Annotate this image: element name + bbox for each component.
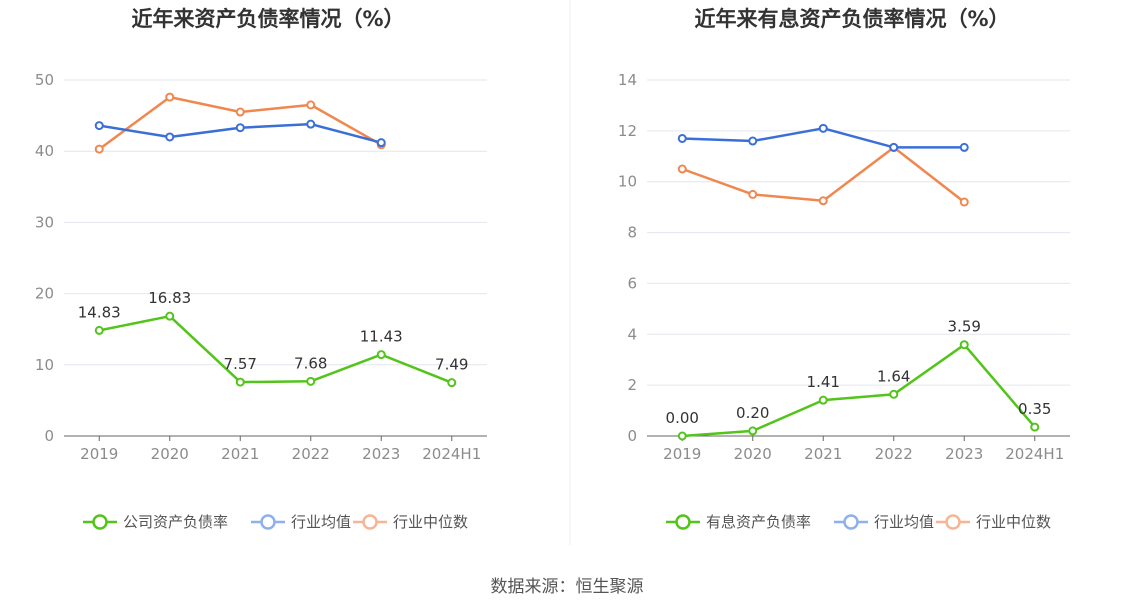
- data-label: 7.68: [294, 354, 327, 372]
- legend-label: 行业中位数: [976, 513, 1051, 531]
- data-point-2: [94, 144, 104, 154]
- data-point-1: [306, 119, 316, 129]
- x-tick-label: 2019: [80, 445, 118, 463]
- data-point-0: [1030, 422, 1040, 432]
- data-point-0: [889, 389, 899, 399]
- x-tick-label: 2021: [221, 445, 259, 463]
- y-tick-label: 4: [627, 325, 637, 343]
- y-tick-label: 12: [618, 122, 637, 140]
- data-label: 1.64: [877, 367, 910, 385]
- legend-marker: [260, 514, 276, 530]
- y-tick-label: 8: [627, 224, 637, 242]
- legend-label: 公司资产负债率: [123, 513, 228, 531]
- series-line-2: [681, 146, 966, 204]
- x-tick-label: 2024H1: [422, 445, 481, 463]
- legend-label: 有息资产负债率: [706, 513, 811, 531]
- data-point-2: [818, 196, 828, 206]
- data-point-1: [235, 123, 245, 133]
- x-tick-label: 2020: [151, 445, 189, 463]
- data-point-0: [447, 378, 457, 388]
- y-tick-label: 0: [627, 427, 637, 445]
- y-tick-label: 50: [35, 71, 54, 89]
- data-point-2: [306, 100, 316, 110]
- x-tick-label: 2022: [875, 445, 913, 463]
- y-tick-label: 2: [627, 376, 637, 394]
- x-tick-label: 2023: [945, 445, 983, 463]
- y-tick-label: 10: [35, 356, 54, 374]
- data-label: 0.35: [1018, 400, 1051, 418]
- y-tick-label: 20: [35, 285, 54, 303]
- data-point-2: [165, 92, 175, 102]
- series-line-0: [682, 343, 1036, 438]
- data-point-0: [748, 426, 758, 436]
- x-tick-label: 2022: [292, 445, 330, 463]
- data-point-0: [677, 431, 687, 441]
- data-point-0: [376, 350, 386, 360]
- y-tick-label: 0: [44, 427, 54, 445]
- data-point-2: [235, 107, 245, 117]
- x-tick-label: 2021: [804, 445, 842, 463]
- legend-marker: [843, 514, 859, 530]
- legend-marker: [945, 514, 961, 530]
- data-point-2: [677, 164, 687, 174]
- y-tick-label: 10: [618, 173, 637, 191]
- data-point-1: [376, 138, 386, 148]
- chart-title: 近年来资产负债率情况（%）: [131, 7, 404, 31]
- data-point-0: [306, 376, 316, 386]
- data-point-1: [748, 136, 758, 146]
- data-point-1: [677, 133, 687, 143]
- data-label: 1.41: [807, 373, 840, 391]
- y-tick-label: 40: [35, 142, 54, 160]
- data-label: 0.00: [666, 409, 699, 427]
- data-label: 7.57: [224, 355, 257, 373]
- data-point-1: [959, 142, 969, 152]
- legend-label: 行业均值: [874, 513, 934, 531]
- series-line-2: [98, 95, 382, 151]
- y-tick-label: 30: [35, 213, 54, 231]
- data-point-0: [94, 325, 104, 335]
- data-point-1: [889, 142, 899, 152]
- legend-marker: [92, 514, 108, 530]
- x-tick-label: 2024H1: [1005, 445, 1064, 463]
- data-label: 7.49: [435, 356, 468, 374]
- source-text: 数据来源：恒生聚源: [491, 577, 644, 597]
- data-label: 3.59: [948, 318, 981, 336]
- series-line-0: [99, 314, 453, 384]
- data-point-0: [818, 395, 828, 405]
- legend-marker: [362, 514, 378, 530]
- data-label: 0.20: [736, 404, 769, 422]
- data-point-0: [959, 340, 969, 350]
- chart-left: 近年来资产负债率情况（%） 0 10 20 30 40 50 2019 2020 2021 2022…: [35, 7, 487, 531]
- data-point-1: [818, 123, 828, 133]
- x-tick-label: 2019: [663, 445, 701, 463]
- legend-marker: [675, 514, 691, 530]
- legend-label: 行业均值: [291, 513, 351, 531]
- data-point-0: [165, 311, 175, 321]
- data-point-1: [94, 121, 104, 131]
- x-tick-label: 2020: [734, 445, 772, 463]
- data-label: 14.83: [78, 303, 121, 321]
- legend-label: 行业中位数: [393, 513, 468, 531]
- chart-right: 近年来有息资产负债率情况（%） 0 2 4 6 8 10 12 14 2019 2020 2021 20…: [618, 7, 1070, 531]
- data-point-1: [165, 132, 175, 142]
- data-point-2: [959, 197, 969, 207]
- y-tick-label: 6: [627, 274, 637, 292]
- data-point-0: [235, 377, 245, 387]
- data-label: 16.83: [148, 289, 191, 307]
- chart-title: 近年来有息资产负债率情况（%）: [694, 7, 1009, 31]
- x-tick-label: 2023: [362, 445, 400, 463]
- data-label: 11.43: [360, 328, 403, 346]
- y-tick-label: 14: [618, 71, 637, 89]
- data-point-2: [748, 189, 758, 199]
